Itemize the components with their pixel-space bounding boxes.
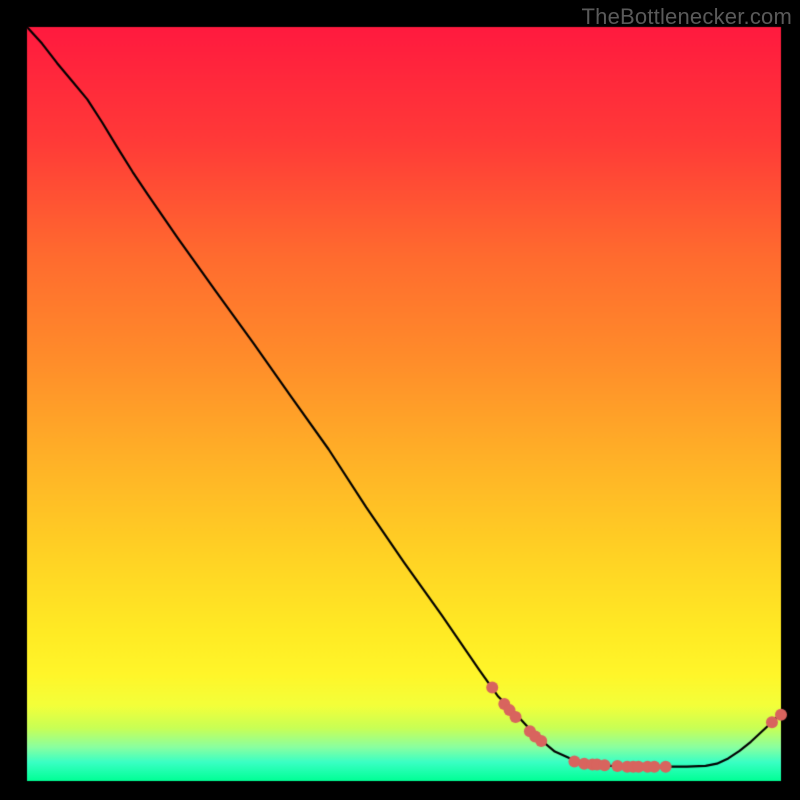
- chart-container: TheBottlenecker.com: [0, 0, 800, 800]
- watermark-label: TheBottlenecker.com: [582, 4, 792, 30]
- chart-overlay: [0, 0, 800, 800]
